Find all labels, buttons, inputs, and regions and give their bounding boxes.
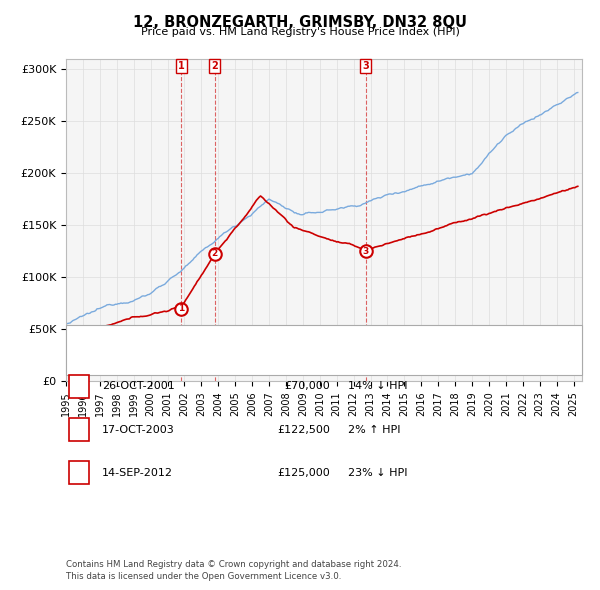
Text: 2: 2 bbox=[211, 61, 218, 71]
Text: 14% ↓ HPI: 14% ↓ HPI bbox=[348, 382, 407, 391]
Text: Contains HM Land Registry data © Crown copyright and database right 2024.
This d: Contains HM Land Registry data © Crown c… bbox=[66, 560, 401, 581]
Text: 23% ↓ HPI: 23% ↓ HPI bbox=[348, 468, 407, 477]
Text: £125,000: £125,000 bbox=[277, 468, 330, 477]
Text: 12, BRONZEGARTH, GRIMSBY, DN32 8QU (detached house): 12, BRONZEGARTH, GRIMSBY, DN32 8QU (deta… bbox=[105, 333, 413, 343]
Text: 3: 3 bbox=[75, 466, 83, 479]
Text: 3: 3 bbox=[362, 247, 369, 256]
Text: 12, BRONZEGARTH, GRIMSBY, DN32 8QU: 12, BRONZEGARTH, GRIMSBY, DN32 8QU bbox=[133, 15, 467, 30]
Text: 2% ↑ HPI: 2% ↑ HPI bbox=[348, 425, 401, 434]
Text: 1: 1 bbox=[178, 61, 185, 71]
Text: 2: 2 bbox=[212, 250, 218, 258]
Text: 1: 1 bbox=[178, 304, 185, 313]
Text: 26-OCT-2001: 26-OCT-2001 bbox=[102, 382, 175, 391]
Text: 14-SEP-2012: 14-SEP-2012 bbox=[102, 468, 173, 477]
Text: Price paid vs. HM Land Registry's House Price Index (HPI): Price paid vs. HM Land Registry's House … bbox=[140, 27, 460, 37]
Text: 1: 1 bbox=[75, 380, 83, 393]
Text: 2: 2 bbox=[75, 423, 83, 436]
Text: £122,500: £122,500 bbox=[277, 425, 330, 434]
Text: 3: 3 bbox=[362, 61, 369, 71]
Text: 17-OCT-2003: 17-OCT-2003 bbox=[102, 425, 175, 434]
Text: £70,000: £70,000 bbox=[284, 382, 330, 391]
Text: HPI: Average price, detached house, North East Lincolnshire: HPI: Average price, detached house, Nort… bbox=[105, 356, 419, 366]
